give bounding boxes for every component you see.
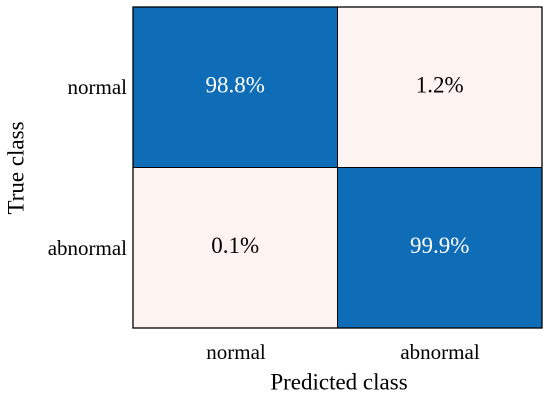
y-tick-label-abnormal: abnormal xyxy=(48,236,127,260)
matrix-cells: 98.8% 1.2% 0.1% 99.9% xyxy=(132,6,543,329)
x-tick-label-normal: normal xyxy=(206,340,266,364)
matrix-cell-label-normal-normal: 98.8% xyxy=(206,73,265,98)
plot-frame xyxy=(132,6,543,329)
x-tick-label-abnormal: abnormal xyxy=(400,340,479,364)
matrix-cell-abnormal-normal xyxy=(132,167,338,329)
matrix-cell-normal-abnormal xyxy=(337,6,543,168)
y-axis-title: True class xyxy=(3,121,28,214)
matrix-cell-abnormal-abnormal xyxy=(337,167,543,329)
matrix-cell-label-normal-abnormal: 1.2% xyxy=(416,73,464,98)
matrix-cell-label-abnormal-normal: 0.1% xyxy=(211,233,259,258)
matrix-cell-label-abnormal-abnormal: 99.9% xyxy=(410,233,469,258)
y-tick-label-normal: normal xyxy=(68,75,128,99)
x-axis-title: Predicted class xyxy=(270,369,407,394)
matrix-cell-normal-normal xyxy=(132,6,338,168)
